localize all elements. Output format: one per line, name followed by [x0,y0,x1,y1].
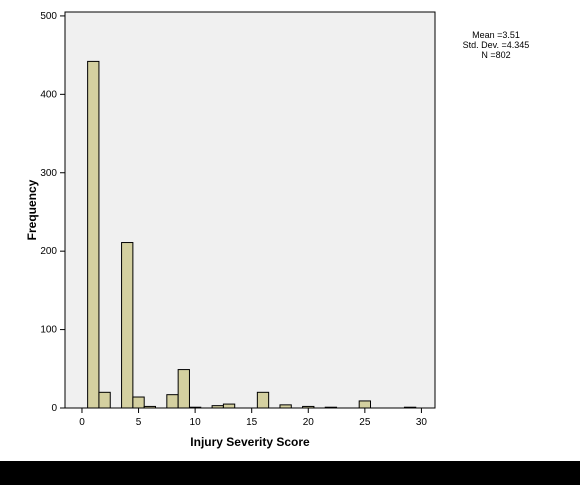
y-tick-label: 300 [40,168,57,179]
histogram-bar [211,405,224,409]
stats-std-dev: Std. Dev. =4.345 [463,40,530,50]
histogram-bar [302,405,315,409]
histogram-bar [177,369,190,409]
histogram-bar [188,406,202,409]
x-tick-label: 10 [190,417,202,428]
y-tick-label: 200 [40,246,57,257]
histogram-bar [222,403,236,409]
x-tick-label: 30 [416,417,428,428]
x-tick-label: 0 [79,417,85,428]
histogram-bar [279,404,292,409]
histogram-bar [166,394,179,409]
x-tick-label: 5 [136,417,142,428]
y-tick-label: 0 [51,403,57,414]
y-axis-label: Frequency [25,179,39,240]
x-axis-label: Injury Severity Score [190,435,310,449]
histogram-bar [98,391,111,409]
stats-box: Mean =3.51 Std. Dev. =4.345 N =802 [463,30,530,60]
y-tick-label: 500 [40,11,57,22]
x-tick-label: 20 [303,417,315,428]
plot-area [64,11,436,409]
bottom-black-band [0,461,580,485]
histogram-bar [143,405,157,409]
stats-mean: Mean =3.51 [472,30,520,40]
x-tick-label: 25 [359,417,371,428]
histogram-bars [87,60,417,409]
x-axis-ticks: 0 5 10 15 20 25 30 [79,408,427,428]
histogram-bar [358,400,372,409]
histogram-bar [132,396,145,409]
y-axis-ticks: 0 100 200 300 400 500 [40,11,65,414]
stats-n: N =802 [481,50,510,60]
histogram-bar [403,406,417,409]
histogram-bar [324,406,338,409]
x-tick-label: 15 [246,417,258,428]
y-tick-label: 100 [40,325,57,336]
histogram-bar [256,391,270,409]
y-tick-label: 400 [40,89,57,100]
histogram-bar [87,60,100,409]
histogram-bar [121,242,134,409]
